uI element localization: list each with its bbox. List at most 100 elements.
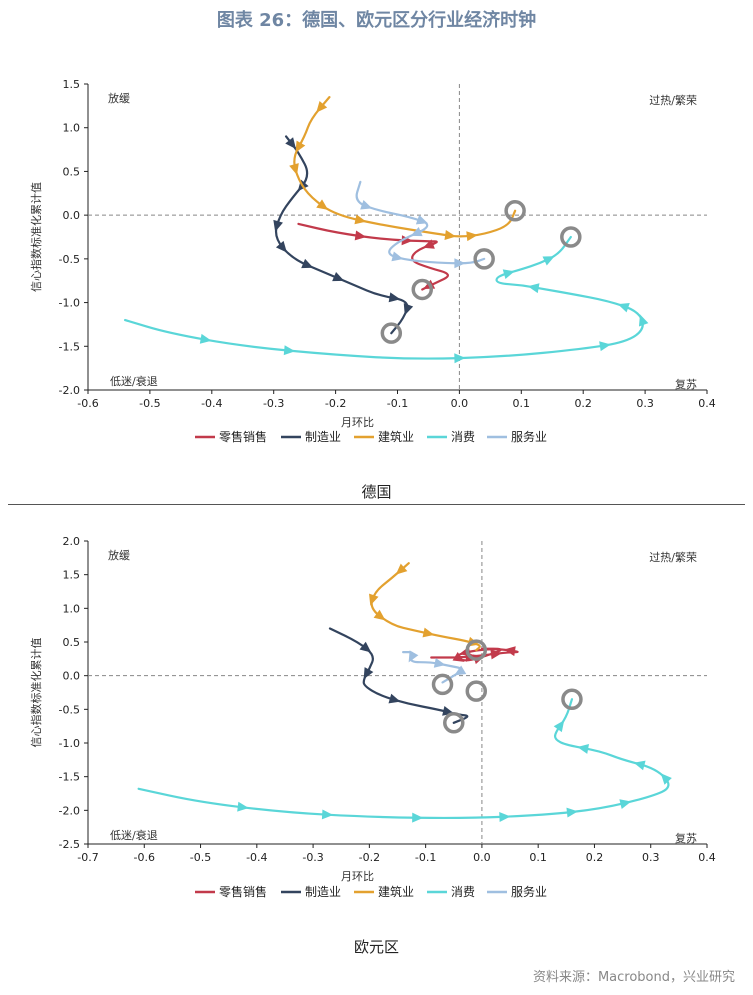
series-arrow [359,641,372,653]
x-tick-label: 0.2 [586,851,604,864]
eurozone-chart: -0.7 -0.6 -0.5 -0.4 -0.3 -0.2 -0.1 0.0 0.1 0.2 0.3… [0,530,753,910]
endpoint-marker [465,680,488,702]
y-tick-label: 0.0 [63,670,81,683]
quadrant-label-top-left: 放缓 [108,91,130,105]
quadrant-label-bottom-right: 复苏 [675,831,697,845]
y-tick-label: 0.0 [63,209,81,222]
series-arrow [527,283,540,294]
series-arrow [199,333,212,344]
x-tick-label: 0.0 [451,397,469,410]
x-tick-label: -0.5 [190,851,211,864]
x-tick-label: -0.4 [246,851,267,864]
x-tick-label: -0.6 [77,397,98,410]
series-arrow [617,302,630,313]
y-tick-label: 1.5 [63,78,81,91]
x-tick-label: -0.3 [302,851,323,864]
y-tick-label: 2.0 [63,535,81,548]
series-arrow [403,303,414,316]
x-tick-label: -0.7 [77,851,98,864]
series-arrow [454,665,467,676]
series-line [370,562,481,652]
series-arrow [433,658,446,668]
legend-label: 服务业 [511,429,547,444]
legend-label: 消费 [451,430,475,444]
series-arrow [454,353,466,364]
x-tick-label: 0.2 [574,397,592,410]
endpoint-marker [561,688,583,710]
legend-label: 制造业 [305,430,341,444]
x-tick-label: 0.0 [473,851,491,864]
y-axis-label: 信心指数标准化累计值 [29,638,43,748]
series-arrow [422,239,435,249]
x-tick-label: -0.6 [134,851,155,864]
y-tick-label: 0.5 [63,636,81,649]
series-arrow [566,807,578,818]
endpoint-marker [473,248,495,270]
series-arrow [363,667,374,680]
series-arrow [454,258,466,269]
y-axis-label: 信心指数标准化累计值 [29,182,43,292]
endpoint-marker [504,200,526,222]
y-tick-label: -1.0 [59,737,80,750]
legend-label: 制造业 [305,885,341,899]
series-arrow [295,140,306,153]
series-arrow [332,271,345,282]
endpoint-marker [411,278,434,301]
y-tick-label: 1.0 [63,602,81,615]
x-tick-label: 0.1 [513,397,531,410]
y-tick-label: 1.5 [63,569,81,582]
series-arrow [599,341,611,352]
quadrant-label-bottom-right: 复苏 [675,377,697,391]
series-arrow [444,230,457,240]
endpoint-marker [560,226,582,248]
series-arrow [388,693,401,704]
series-arrow [408,650,419,663]
eurozone-chart-svg: -0.7 -0.6 -0.5 -0.4 -0.3 -0.2 -0.1 0.0 0.1 0.2 0.3… [29,535,716,899]
legend-label: 建筑业 [378,429,414,444]
x-tick-label: -0.4 [201,397,222,410]
series-arrow [275,240,287,253]
y-tick-label: -0.5 [59,703,80,716]
eurozone-caption: 欧元区 [353,938,399,956]
series-arrow [354,230,367,241]
series-arrow [422,627,435,638]
series-arrow [237,801,249,812]
y-tick-label: -2.5 [59,838,80,851]
series-arrow [395,563,408,575]
endpoint-marker [465,639,488,661]
y-tick-label: -2.0 [59,804,80,817]
series-arrow [553,720,565,733]
y-tick-label: -2.0 [59,384,80,397]
quadrant-label-bottom-left: 低迷/衰退 [110,374,158,388]
series-arrow [542,256,555,266]
quadrant-label-top-right: 过热/繁荣 [649,550,697,564]
series-arrow [273,219,283,232]
series-arrow [283,345,296,356]
y-tick-label: -1.5 [59,771,80,784]
quadrant-label-top-right: 过热/繁荣 [649,93,697,107]
series-arrow [285,137,296,150]
series-arrow [490,649,502,660]
legend-label: 零售销售 [219,884,267,899]
series-arrow [504,646,516,657]
y-tick-label: 0.5 [63,165,81,178]
y-tick-label: 1.0 [63,122,81,135]
series-arrow [316,199,329,210]
x-tick-label: 0.1 [529,851,547,864]
series-arrow [289,163,299,176]
series-arrow [412,812,424,823]
series-arrow [502,269,515,280]
series-arrow [619,799,632,809]
y-tick-label: -1.5 [59,340,80,353]
figure-title: 图表 26：德国、欧元区分行业经济时钟 [216,10,537,31]
x-axis-label: 月环比 [341,870,374,883]
germany-caption: 德国 [361,483,392,501]
series-arrow [638,314,649,327]
series-arrow [354,214,367,225]
legend-label: 服务业 [511,884,547,899]
series-arrow [415,214,428,225]
x-tick-label: 0.4 [698,851,716,864]
series-arrow [321,809,334,820]
germany-chart-svg: -0.6 -0.5 -0.4 -0.3 -0.2 -0.1 0.0 0.1 0.2 0.3 0.4 -… [29,78,716,444]
quadrant-label-top-left: 放缓 [108,548,130,562]
